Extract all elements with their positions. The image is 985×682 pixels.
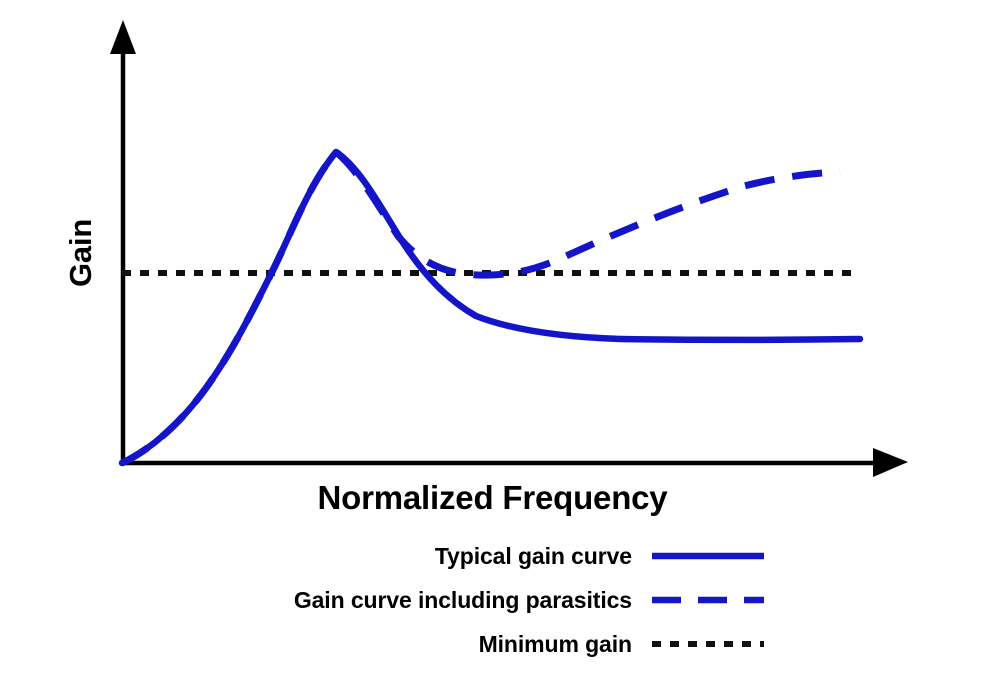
legend-swatch-dashed [650, 590, 766, 610]
legend-item-minimum-gain: Minimum gain [150, 624, 770, 664]
y-axis-title: Gain [63, 218, 98, 287]
legend-swatch-solid [650, 546, 766, 566]
legend-swatch-dotted [650, 634, 766, 654]
x-axis-title: Normalized Frequency [317, 479, 668, 516]
legend-label-typical-gain-curve: Typical gain curve [434, 542, 632, 569]
y-axis [110, 20, 136, 463]
legend-item-parasitics-gain-curve: Gain curve including parasitics [150, 580, 770, 620]
legend-label-parasitics-gain-curve: Gain curve including parasitics [293, 586, 632, 613]
typical-gain-curve [118, 148, 864, 467]
parasitics-gain-curve [120, 148, 841, 467]
x-axis [121, 448, 908, 477]
y-axis-arrowhead-icon [110, 20, 136, 54]
legend-item-typical-gain-curve: Typical gain curve [150, 536, 770, 576]
legend: Typical gain curve Gain curve including … [150, 536, 770, 668]
legend-label-minimum-gain: Minimum gain [478, 630, 633, 657]
x-axis-arrowhead-icon [873, 448, 908, 477]
